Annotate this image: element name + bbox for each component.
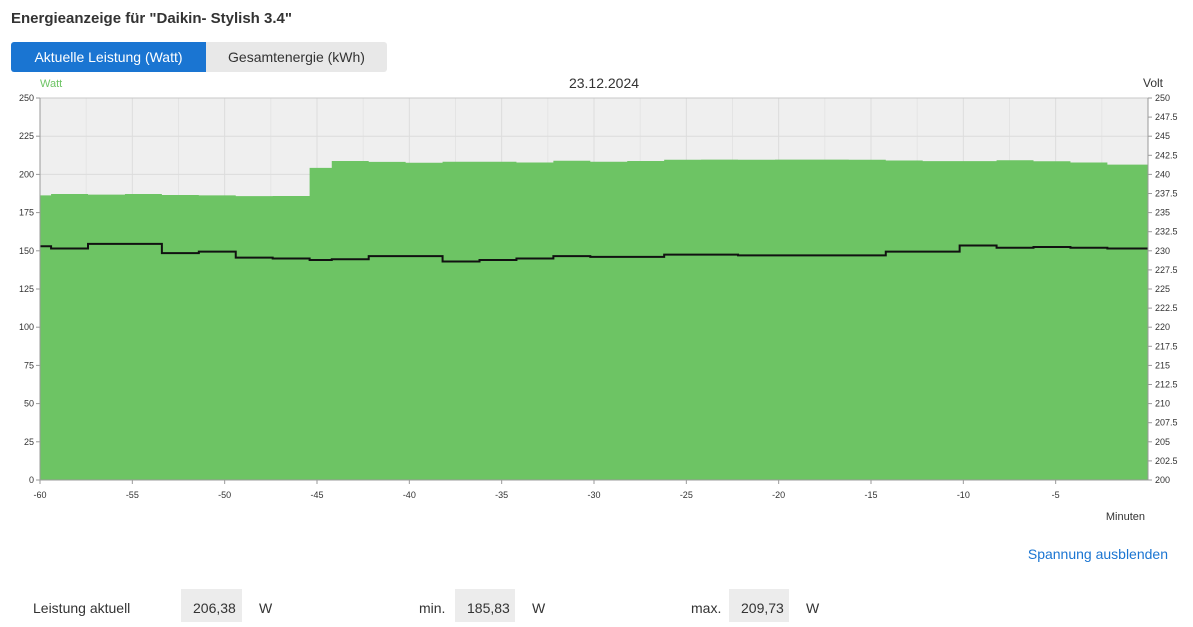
y-right-tick-label: 235 — [1155, 208, 1170, 218]
y-right-tick-label: 227.5 — [1155, 265, 1178, 275]
chart-title: 23.12.2024 — [569, 75, 639, 91]
y-right-tick-label: 212.5 — [1155, 380, 1178, 390]
y-right-tick-label: 217.5 — [1155, 341, 1178, 351]
tab-current-power[interactable]: Aktuelle Leistung (Watt) — [11, 42, 206, 72]
x-tick-label: -50 — [218, 490, 231, 500]
page-title: Energieanzeige für "Daikin- Stylish 3.4" — [11, 10, 292, 27]
x-tick-label: -40 — [403, 490, 416, 500]
y-right-tick-label: 222.5 — [1155, 303, 1178, 313]
x-tick-label: -20 — [772, 490, 785, 500]
current-power-unit: W — [259, 600, 273, 616]
y-right-tick-label: 240 — [1155, 169, 1170, 179]
right-axis-label: Volt — [1143, 76, 1164, 90]
left-axis-label: Watt — [40, 78, 62, 90]
y-right-tick-label: 220 — [1155, 322, 1170, 332]
power-voltage-chart: -60 -55 -50 -45 -40 -35 -30 -25 -20 -15 -10 -502550… — [19, 75, 1178, 523]
max-power-unit: W — [806, 600, 820, 616]
min-power-label: min. — [419, 600, 446, 616]
y-left-tick-label: 125 — [19, 284, 34, 294]
y-right-tick-label: 207.5 — [1155, 418, 1178, 428]
x-tick-label: -15 — [864, 490, 877, 500]
y-right-tick-label: 205 — [1155, 437, 1170, 447]
current-power-label: Leistung aktuell — [33, 600, 131, 616]
voltage-line-series — [40, 242, 1148, 263]
x-tick-label: -25 — [680, 490, 693, 500]
x-tick-label: -30 — [587, 490, 600, 500]
tab-bar: Aktuelle Leistung (Watt) Gesamtenergie (… — [11, 42, 387, 72]
y-right-tick-label: 210 — [1155, 399, 1170, 409]
y-right-tick-label: 245 — [1155, 131, 1170, 141]
y-left-tick-label: 25 — [24, 437, 34, 447]
y-left-tick-label: 175 — [19, 208, 34, 218]
y-right-tick-label: 200 — [1155, 475, 1170, 485]
y-right-tick-label: 215 — [1155, 360, 1170, 370]
axis-ticks: -60 -55 -50 -45 -40 -35 -30 -25 -20 -15 -10 -502550… — [19, 93, 1178, 500]
max-power-value: 209,73 — [729, 589, 789, 622]
x-axis-title: Minuten — [1106, 511, 1145, 523]
y-left-tick-label: 50 — [24, 399, 34, 409]
y-right-tick-label: 250 — [1155, 93, 1170, 103]
y-right-tick-label: 247.5 — [1155, 112, 1178, 122]
hide-voltage-link[interactable]: Spannung ausblenden — [1027, 546, 1168, 562]
y-left-tick-label: 225 — [19, 131, 34, 141]
tab-total-energy[interactable]: Gesamtenergie (kWh) — [206, 42, 387, 72]
x-tick-label: -5 — [1052, 490, 1060, 500]
y-left-tick-label: 200 — [19, 169, 34, 179]
min-power-unit: W — [532, 600, 546, 616]
y-right-tick-label: 202.5 — [1155, 456, 1178, 466]
y-right-tick-label: 232.5 — [1155, 227, 1178, 237]
min-power-value: 185,83 — [455, 589, 515, 622]
y-left-tick-label: 0 — [29, 475, 34, 485]
x-tick-label: -60 — [33, 490, 46, 500]
y-left-tick-label: 150 — [19, 246, 34, 256]
y-right-tick-label: 230 — [1155, 246, 1170, 256]
y-left-tick-label: 100 — [19, 322, 34, 332]
max-power-label: max. — [691, 600, 722, 616]
y-left-tick-label: 250 — [19, 93, 34, 103]
power-area-series — [40, 159, 1148, 480]
x-tick-label: -10 — [957, 490, 970, 500]
x-tick-label: -45 — [310, 490, 323, 500]
y-left-tick-label: 75 — [24, 360, 34, 370]
stats-bar: Leistung aktuell 206,38 W min. 185,83 W … — [0, 589, 1193, 622]
x-tick-label: -35 — [495, 490, 508, 500]
y-right-tick-label: 237.5 — [1155, 189, 1178, 199]
y-right-tick-label: 242.5 — [1155, 150, 1178, 160]
y-right-tick-label: 225 — [1155, 284, 1170, 294]
x-tick-label: -55 — [126, 490, 139, 500]
current-power-value: 206,38 — [181, 589, 242, 622]
